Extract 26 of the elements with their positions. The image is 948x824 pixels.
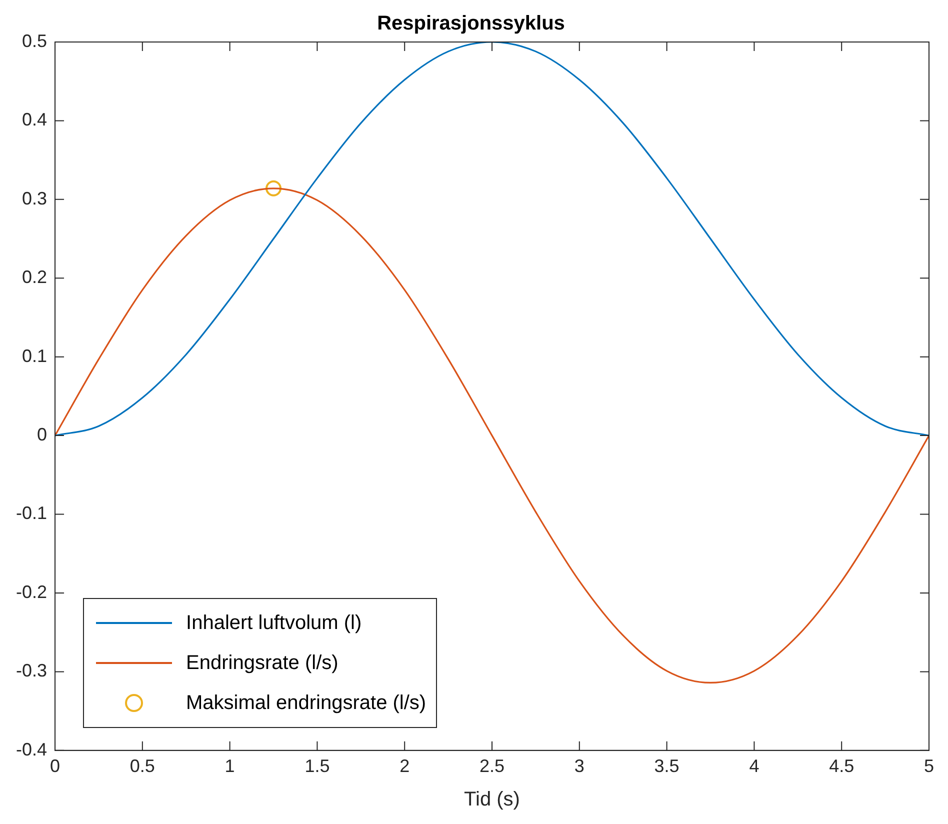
x-tick-label: 1.5 xyxy=(304,756,330,776)
y-tick-label: 0.5 xyxy=(22,30,48,51)
chart-title: Respirasjonssyklus xyxy=(377,12,565,35)
y-tick-label: -0.2 xyxy=(16,582,48,602)
y-tick-label: -0.3 xyxy=(16,660,48,681)
x-tick-label: 5 xyxy=(924,756,934,776)
y-tick-label: 0.2 xyxy=(22,267,48,288)
x-tick-label: 3.5 xyxy=(654,756,680,776)
legend-label: Endringsrate (l/s) xyxy=(186,652,338,675)
x-tick-label: 3 xyxy=(574,756,584,776)
x-axis-title: Tid (s) xyxy=(464,788,520,811)
y-tick-label: 0.1 xyxy=(22,346,48,366)
x-tick-label: 2.5 xyxy=(479,756,505,776)
x-tick-label: 2 xyxy=(400,756,410,776)
x-tick-label: 4 xyxy=(749,756,760,776)
legend-label: Inhalert luftvolum (l) xyxy=(186,612,362,635)
y-tick-label: -0.1 xyxy=(16,503,48,524)
x-tick-label: 1 xyxy=(224,756,235,776)
x-tick-label: 4.5 xyxy=(829,756,854,776)
x-tick-label: 0.5 xyxy=(130,756,155,776)
x-tick-label: 0 xyxy=(50,756,60,776)
y-tick-label: -0.4 xyxy=(16,739,48,760)
y-tick-label: 0.4 xyxy=(22,110,48,130)
legend-label: Maksimal endringsrate (l/s) xyxy=(186,692,426,715)
y-tick-label: 0.3 xyxy=(22,188,48,208)
y-tick-label: 0 xyxy=(37,424,48,445)
